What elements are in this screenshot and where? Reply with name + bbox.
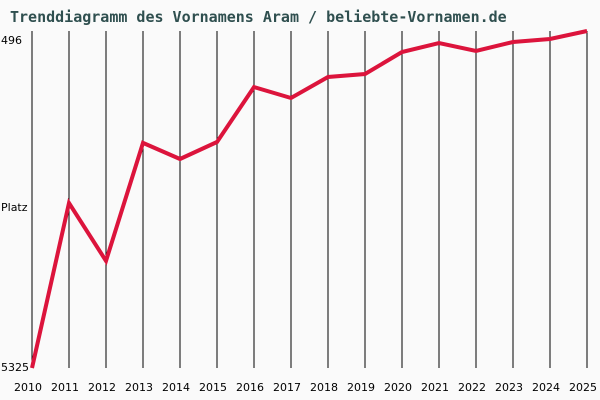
x-tick-label: 2019 — [347, 381, 375, 394]
x-tick-label: 2018 — [310, 381, 338, 394]
series-line-aram — [30, 29, 588, 369]
x-tick-label: 2020 — [384, 381, 412, 394]
x-tick-label: 2014 — [162, 381, 190, 394]
x-tick-label: 2021 — [421, 381, 449, 394]
x-tick-label: 2023 — [495, 381, 523, 394]
y-axis-top-label: 496 — [1, 34, 22, 47]
x-tick-label: 2022 — [458, 381, 486, 394]
x-tick-label: 2011 — [51, 381, 79, 394]
x-tick-label: 2015 — [199, 381, 227, 394]
x-tick-label: 2024 — [532, 381, 560, 394]
y-axis-bottom-label: 5325 — [1, 361, 29, 374]
x-tick-label: 2012 — [88, 381, 116, 394]
x-tick-label: 2017 — [273, 381, 301, 394]
x-tick-label: 2016 — [236, 381, 264, 394]
y-axis-title: Platz — [1, 201, 28, 214]
x-tick-label: 2013 — [125, 381, 153, 394]
x-tick-label: 2010 — [14, 381, 42, 394]
x-tick-label: 2025 — [569, 381, 597, 394]
chart-title: Trenddiagramm des Vornamens Aram / belie… — [10, 8, 507, 26]
